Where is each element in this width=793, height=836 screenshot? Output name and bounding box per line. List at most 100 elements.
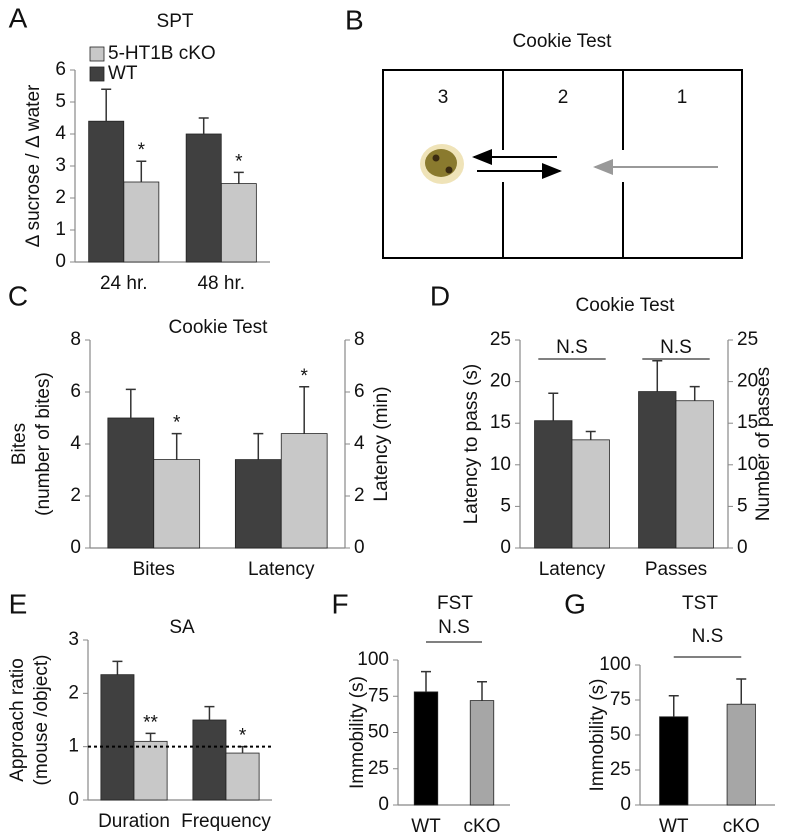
bar	[675, 400, 714, 549]
y-tick-label: 20	[490, 371, 511, 392]
y2-tick-label: 0	[737, 537, 748, 558]
x-tick-label: Latency	[539, 559, 606, 580]
chart-panel: F FST 0 25 50 75 100 Immobility (s) WT cKO N.S	[331, 588, 510, 836]
y-tick-label: 0	[620, 794, 631, 815]
y-tick-label: 3	[68, 629, 79, 650]
y-tick-label: 100	[357, 649, 389, 670]
y2-tick-label: 8	[354, 329, 365, 350]
panel-letter: C	[8, 280, 28, 311]
y-tick-label: 5	[500, 495, 511, 516]
significance: *	[138, 140, 146, 161]
error-bar	[198, 117, 209, 134]
y-tick-label: 3	[55, 155, 66, 176]
x-tick-label: 48 hr.	[197, 273, 245, 294]
axis-label: Latency (min)	[371, 386, 392, 501]
y2-tick-label: 15	[737, 412, 758, 433]
bar	[638, 391, 677, 549]
x-tick-label: 24 hr.	[100, 273, 148, 294]
y-tick-label: 50	[610, 724, 631, 745]
y-tick-label: 0	[68, 789, 79, 810]
y-tick-label: 0	[70, 537, 81, 558]
cookie	[420, 144, 464, 184]
axis-label: Immobility (s)	[347, 676, 368, 789]
y-tick-label: 10	[490, 454, 511, 475]
significance: *	[173, 413, 181, 434]
panel-letter: E	[9, 588, 28, 619]
significance: *	[235, 151, 243, 172]
axis-label: Immobility (s)	[587, 679, 608, 792]
error-bar	[299, 386, 310, 434]
bar	[185, 133, 222, 263]
y2-tick-label: 6	[354, 381, 365, 402]
panel-letter: D	[430, 280, 450, 311]
error-bar	[112, 660, 123, 675]
x-tick-label: Frequency	[181, 811, 271, 832]
bar	[280, 433, 328, 549]
y-tick-label: 75	[368, 685, 389, 706]
bar	[107, 417, 155, 549]
bar	[192, 719, 227, 801]
y-tick-label: 8	[70, 329, 81, 350]
error-bar	[125, 388, 136, 418]
axis-label: (mouse /object)	[31, 655, 52, 786]
y2-tick-label: 4	[354, 433, 365, 454]
chart-title: Cookie Test	[576, 295, 676, 316]
x-tick-label: WT	[659, 816, 689, 836]
y-tick-label: 0	[55, 251, 66, 272]
y2-tick-label: 0	[354, 537, 365, 558]
y-tick-label: 75	[610, 689, 631, 710]
bar	[659, 716, 689, 806]
bar	[469, 700, 495, 806]
x-tick-label: Duration	[98, 811, 170, 832]
error-bar	[204, 705, 215, 720]
arena	[382, 69, 743, 259]
bar	[100, 674, 135, 801]
bar	[123, 181, 160, 263]
chart-panel: A SPT 0 1 2 3 4 5 6 Δ sucrose / Δ water 24 hr. 48 h…	[9, 2, 270, 294]
panel-letter: A	[9, 2, 28, 33]
axis-label: Δ sucrose / Δ water	[23, 84, 44, 247]
diagram-title: Cookie Test	[513, 31, 613, 52]
x-tick-label: cKO	[723, 816, 760, 836]
error-bar	[736, 678, 747, 705]
y2-tick-label: 10	[737, 454, 758, 475]
panel-letter: B	[345, 4, 364, 35]
y-tick-label: 2	[68, 682, 79, 703]
error-bar	[233, 171, 244, 184]
axis-label: (number of bites)	[33, 372, 54, 516]
zone-label: 2	[558, 87, 569, 108]
y2-tick-label: 20	[737, 371, 758, 392]
y-tick-label: 6	[55, 59, 66, 80]
y-tick-label: 0	[378, 794, 389, 815]
error-bar	[477, 681, 487, 701]
annotation: N.S	[438, 617, 470, 638]
error-bar	[253, 432, 264, 460]
bar	[153, 459, 201, 549]
chart-title: FST	[437, 593, 473, 614]
error-bar	[548, 392, 559, 421]
chart-title: TST	[682, 593, 718, 614]
y-tick-label: 15	[490, 412, 511, 433]
y-tick-label: 4	[55, 123, 66, 144]
significance: **	[143, 712, 158, 733]
chart-panel: D Cookie Test 0 5 10 15 20 25 Latency to pass (s…	[430, 280, 774, 580]
annotation: N.S	[556, 337, 588, 358]
significance: *	[239, 726, 247, 747]
bar	[220, 183, 257, 263]
y-tick-label: 1	[68, 736, 79, 757]
error-bar	[171, 432, 182, 460]
x-tick-label: Latency	[248, 559, 315, 580]
y-tick-label: 1	[55, 219, 66, 240]
y-tick-label: 4	[70, 433, 81, 454]
error-bar	[668, 695, 679, 717]
y-tick-label: 0	[500, 537, 511, 558]
panel-b: B Cookie Test 3 2 1	[345, 4, 743, 259]
error-bar	[101, 88, 112, 122]
chart-title: SA	[169, 617, 195, 638]
y-tick-label: 50	[368, 722, 389, 743]
zone-label: 3	[438, 87, 449, 108]
chart-title: Cookie Test	[169, 317, 269, 338]
y2-tick-label: 2	[354, 485, 365, 506]
